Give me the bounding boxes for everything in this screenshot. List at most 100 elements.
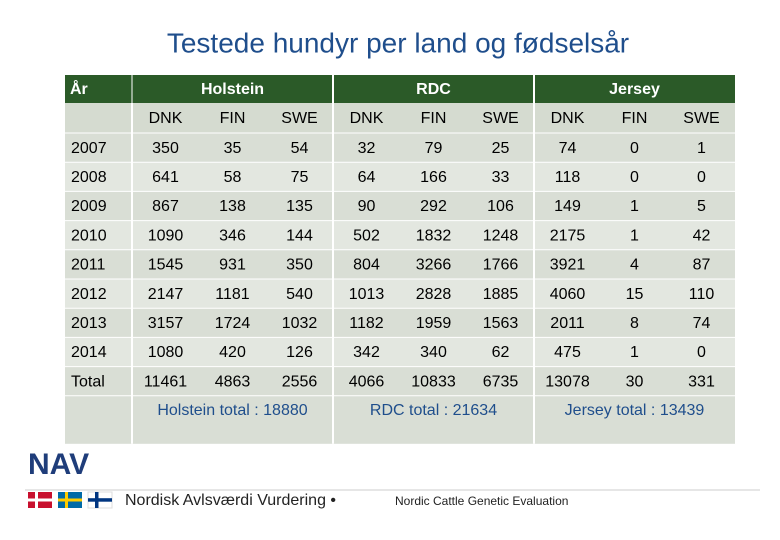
row-label: 2014 [71,344,107,361]
table-cell: 3266 [416,257,452,274]
subheader-cell: DNK [149,110,183,127]
subheader-cell: SWE [482,110,518,127]
table-cell: 331 [688,373,715,390]
table-cell: 1563 [483,315,519,332]
table-cell: 30 [626,373,644,390]
header-cell: År [70,79,88,98]
table-cell: 641 [152,169,179,186]
table-cell: 350 [286,257,313,274]
table-cell: 138 [219,198,246,215]
row-label: 2009 [71,198,107,215]
table-cell: 135 [286,198,313,215]
table-cell: 931 [219,257,246,274]
table-cell: 350 [152,140,179,157]
table-cell: 0 [697,344,706,361]
table-cell: 32 [358,140,376,157]
table-cell: 292 [420,198,447,215]
row-label: 2007 [71,140,107,157]
subheader-cell: FIN [220,110,246,127]
table-row [65,249,735,279]
subheader-cell: SWE [683,110,719,127]
header-row [65,75,735,103]
group-total: Holstein total : 18880 [157,402,307,419]
table-cell: 3921 [550,257,586,274]
table-cell: 346 [219,227,246,244]
header-cell: RDC [416,81,451,98]
table-cell: 1181 [215,286,250,303]
table-cell: 1 [630,198,639,215]
table-row [65,220,735,250]
table: År Holstein RDC Jersey DNK FIN SWE DNK FIN SWE DNK… [65,75,735,444]
logo: NAV [28,448,89,481]
table-cell: 1013 [349,286,385,303]
table-cell: 340 [420,344,447,361]
table-cell: 58 [224,169,242,186]
subheader-row [65,103,735,133]
table-cell: 110 [689,286,715,303]
table-row [65,162,735,192]
table-row [65,308,735,338]
table-cell: 10833 [411,373,456,390]
table-cell: 8 [630,315,639,332]
table-cell: 1724 [215,315,251,332]
table-cell: 4 [630,257,639,274]
table-cell: 74 [693,315,711,332]
table-cell: 4863 [215,373,251,390]
table-cell: 420 [219,344,246,361]
table-cell: 1545 [148,257,184,274]
table-cell: 35 [224,140,242,157]
row-label: 2010 [71,227,107,244]
table-cell: 1 [630,227,639,244]
subheader-cell: FIN [622,110,648,127]
table-row [65,366,735,396]
table-cell: 2011 [550,315,585,332]
table-cell: 0 [630,169,639,186]
table-row [65,279,735,309]
table-cell: 5 [697,198,706,215]
table-cell: 540 [286,286,313,303]
row-label: 2011 [71,257,106,274]
table-row [65,133,735,163]
table-row [65,337,735,367]
table-cell: 25 [492,140,510,157]
table-cell: 62 [492,344,510,361]
table-cell: 4060 [550,286,586,303]
table-cell: 13078 [545,373,590,390]
table-cell: 2175 [550,227,586,244]
table-cell: 75 [291,169,309,186]
table-cell: 1182 [349,315,384,332]
table-cell: 867 [152,198,179,215]
table-cell: 2147 [148,286,184,303]
table-cell: 166 [420,169,447,186]
footer-subtext: Nordic Cattle Genetic Evaluation [395,494,568,508]
table-cell: 149 [554,198,581,215]
group-total: RDC total : 21634 [370,402,497,419]
table-cell: 90 [358,198,376,215]
table-cell: 1832 [416,227,452,244]
totals-row [65,395,735,444]
table-cell: 342 [353,344,380,361]
table-cell: 1 [630,344,639,361]
subheader-cell: SWE [281,110,317,127]
footer-text: Nordisk Avlsværdi Vurdering • [125,492,336,509]
header-cell: Jersey [609,81,660,98]
table-cell: 144 [286,227,313,244]
table-cell: 87 [693,257,711,274]
table-cell: 1766 [483,257,519,274]
table-cell: 502 [353,227,380,244]
table-row [65,191,735,221]
table-cell: 3157 [148,315,184,332]
row-label: 2008 [71,169,107,186]
header-cell: Holstein [201,81,264,98]
subheader-cell: FIN [421,110,447,127]
table-cell: 33 [492,169,510,186]
table-cell: 79 [425,140,443,157]
table-cell: 118 [555,169,581,186]
row-label: 2012 [71,286,107,303]
flags [28,491,113,509]
table-cell: 475 [554,344,581,361]
subheader-cell: DNK [551,110,585,127]
table-cell: 15 [626,286,644,303]
table-cell: 2828 [416,286,452,303]
